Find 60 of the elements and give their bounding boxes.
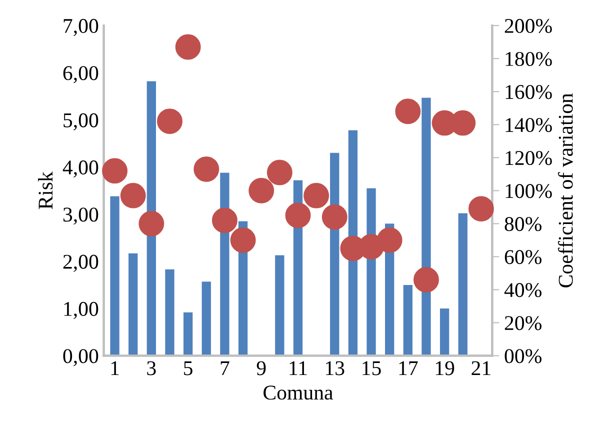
point (304, 182, 330, 208)
bar (202, 282, 211, 356)
y2-axis-title: Coefficient of variation (558, 93, 573, 288)
bar (183, 312, 193, 356)
point (395, 98, 421, 124)
x-tick-label: 7 (220, 361, 230, 376)
y-tick-label: 7,00 (64, 18, 98, 36)
point (194, 156, 220, 182)
y-axis-title: Risk (38, 172, 53, 210)
point (468, 196, 494, 222)
y2-tick-label: 00% (504, 349, 542, 364)
x-axis-title: Comuna (264, 386, 333, 400)
point (120, 182, 146, 208)
point (175, 34, 201, 60)
y-tick-label: 5,00 (64, 113, 98, 130)
y2-tick-label: 180% (506, 52, 552, 66)
y-tick-label: 6,00 (63, 66, 98, 84)
y2-tick-label: 120% (506, 150, 552, 166)
point (102, 158, 128, 184)
x-tick-label: 11 (290, 361, 307, 376)
y2-tick-label: 40% (504, 283, 542, 298)
point (322, 204, 348, 230)
point (266, 160, 292, 186)
x-tick-label: 9 (256, 361, 266, 376)
bar (275, 255, 284, 356)
x-tick-label: 19 (436, 361, 454, 376)
bar (110, 196, 120, 356)
bar (422, 98, 431, 356)
y-tick-label: 0,00 (63, 349, 98, 366)
y-tick-label: 3,00 (63, 208, 98, 225)
point (248, 178, 274, 204)
bar (458, 213, 468, 356)
x-tick-label: 13 (326, 361, 344, 376)
point (138, 210, 164, 236)
y2-tick-label: 100% (506, 184, 552, 198)
y2-tick-label: 200% (504, 18, 552, 34)
x-tick-label: 5 (184, 361, 192, 376)
point (157, 108, 182, 134)
y2-tick-label: 80% (504, 217, 542, 232)
x-tick-label: 1 (111, 361, 119, 376)
x-tick-label: 21 (472, 361, 490, 376)
y-tick-label: 2,00 (63, 254, 98, 272)
point (376, 227, 402, 253)
y2-tick-label: 20% (504, 316, 542, 330)
bar (165, 269, 174, 356)
point (285, 202, 311, 228)
y-tick-label: 4,00 (62, 160, 98, 178)
x-tick-label: 15 (362, 361, 381, 376)
point (230, 227, 256, 253)
x-tick-label: 17 (399, 361, 418, 376)
bar (403, 284, 412, 356)
bar (128, 253, 138, 356)
y2-tick-label: 160% (506, 84, 552, 100)
y2-tick-label: 60% (504, 250, 542, 264)
bar (440, 308, 450, 356)
y2-tick-label: 140% (506, 118, 552, 132)
point (414, 267, 439, 292)
y-tick-label: 1,00 (64, 302, 98, 319)
point (212, 208, 238, 234)
x-tick-label: 3 (147, 361, 156, 376)
